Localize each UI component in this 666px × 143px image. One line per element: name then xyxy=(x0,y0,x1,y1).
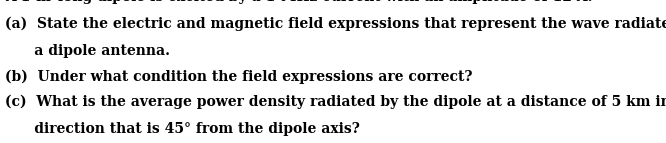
Text: a dipole antenna.: a dipole antenna. xyxy=(5,44,170,58)
Text: (b)  Under what condition the field expressions are correct?: (b) Under what condition the field expre… xyxy=(5,70,473,84)
Text: A 1-m–long dipole is excited by a 1-MHz current with an amplitude of 12 A.: A 1-m–long dipole is excited by a 1-MHz … xyxy=(5,0,593,4)
Text: direction that is 45° from the dipole axis?: direction that is 45° from the dipole ax… xyxy=(5,122,360,136)
Text: (a)  State the electric and magnetic field expressions that represent the wave r: (a) State the electric and magnetic fiel… xyxy=(5,17,666,31)
Text: (c)  What is the average power density radiated by the dipole at a distance of 5: (c) What is the average power density ra… xyxy=(5,95,666,109)
